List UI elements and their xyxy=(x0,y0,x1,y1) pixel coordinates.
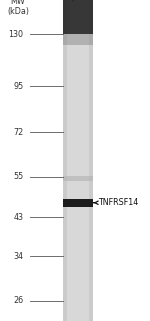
Text: 55: 55 xyxy=(13,172,23,181)
Text: 130: 130 xyxy=(8,30,23,39)
Text: 72: 72 xyxy=(13,128,23,137)
Text: 34: 34 xyxy=(13,252,23,261)
Text: 95: 95 xyxy=(13,82,23,91)
Text: RD: RD xyxy=(67,0,83,3)
Bar xyxy=(63,34,93,45)
Bar xyxy=(63,0,93,34)
Text: 26: 26 xyxy=(13,296,23,305)
Bar xyxy=(63,0,93,321)
Text: MW
(kDa): MW (kDa) xyxy=(7,0,29,16)
Bar xyxy=(63,176,93,181)
Bar xyxy=(63,199,93,207)
Text: 43: 43 xyxy=(13,213,23,222)
Text: TNFRSF14: TNFRSF14 xyxy=(98,198,138,207)
Bar xyxy=(67,0,89,321)
